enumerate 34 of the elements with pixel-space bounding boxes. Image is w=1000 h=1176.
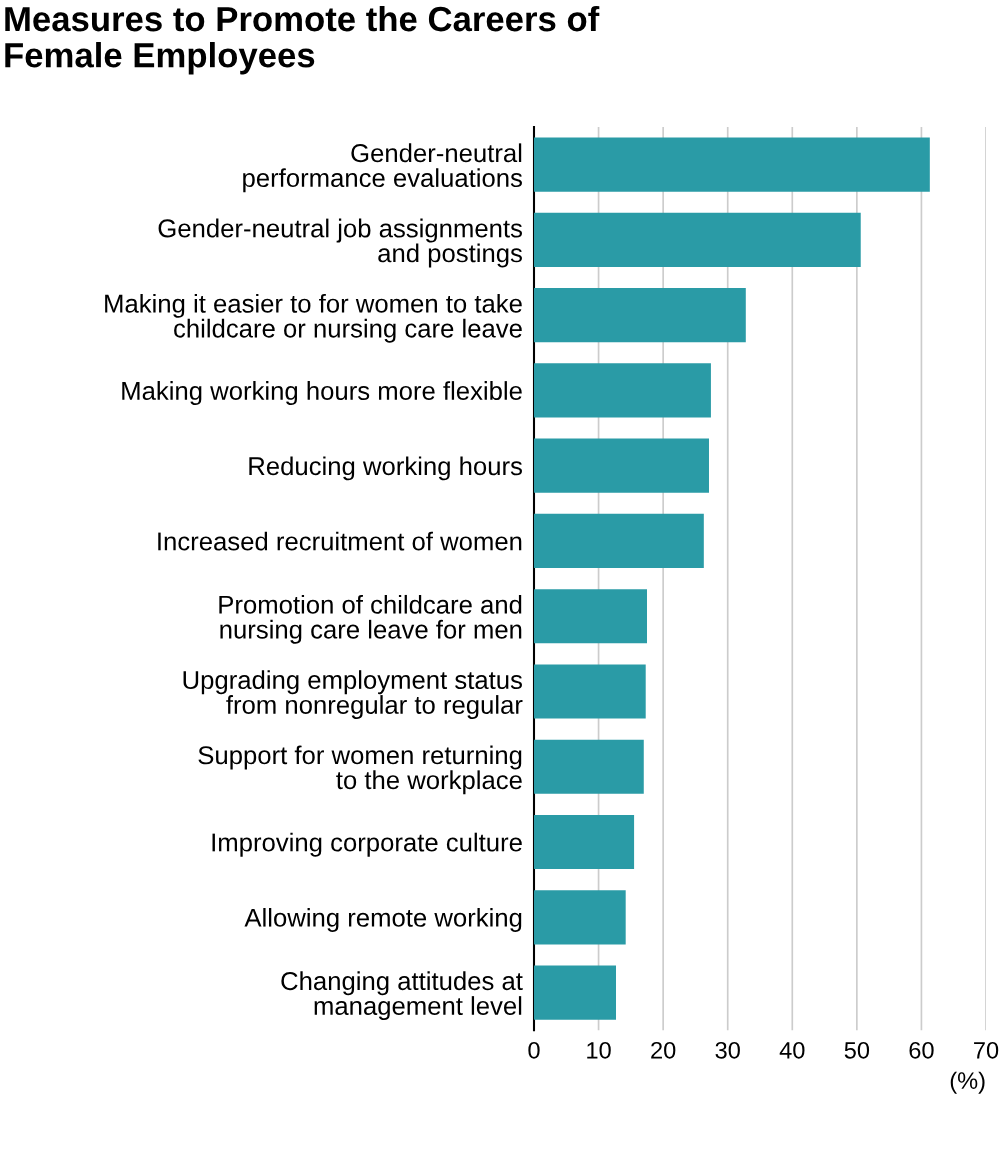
y-tick-label: Upgrading employment status from nonregular to regular [183,670,523,720]
bar [534,513,704,569]
x-tick-label: 40 [779,1041,805,1059]
bar [534,212,861,267]
bar [534,739,644,794]
x-tick-label: 60 [909,1041,934,1059]
x-tick-label: 50 [844,1041,870,1059]
y-tick-label: Increased recruitment of women [158,531,522,551]
y-tick-label: Making it easier to for women to take childcare or nursing care leave [105,293,522,343]
x-tick-label: 70 [974,1041,999,1059]
y-tick-label: Gender-neutral performance evaluations [243,143,522,193]
chart-title: Measures to Promote the Careers of Female Employees [5,5,600,75]
bar [534,288,746,343]
bar [534,363,711,418]
y-tick-label: Making working hours more flexible [122,381,522,406]
y-tick-label: Gender-neutral job assignments and postings [158,218,522,268]
y-tick-label: Promotion of childcare and nursing care leave for men [219,594,522,644]
x-tick-label: 0 [528,1041,540,1059]
x-tick-label: 30 [715,1041,740,1059]
bar [534,664,646,719]
bar [534,589,647,644]
bar [534,137,930,192]
y-tick-label: Changing attitudes at management level [281,971,523,1021]
bar [534,890,626,945]
y-tick-label: Allowing remote working [244,907,522,932]
x-tick-label: 10 [587,1041,611,1059]
x-tick-label: 20 [651,1041,676,1059]
bar [534,814,635,870]
x-axis-title: (%) [950,1071,985,1094]
y-tick-label: Reducing working hours [249,456,522,481]
bar [534,438,709,493]
bar [534,965,617,1020]
y-tick-label: Improving corporate culture [212,832,522,857]
y-tick-label: Support for women returning to the workplace [198,745,522,795]
